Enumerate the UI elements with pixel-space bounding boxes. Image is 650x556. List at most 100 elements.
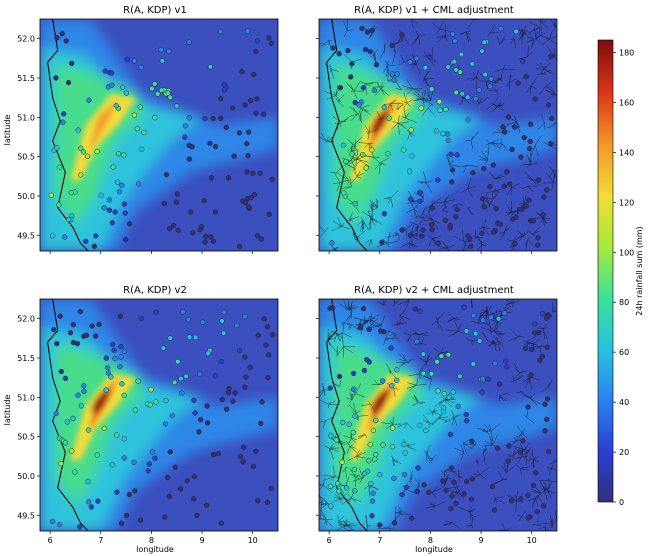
cml-link (543, 141, 557, 149)
colorbar-tick-label: 0 (619, 498, 624, 507)
station-marker (230, 398, 236, 405)
station-marker (106, 197, 113, 203)
y-axis-label: latitude (3, 395, 12, 426)
station-marker (212, 144, 219, 150)
station-marker (389, 425, 396, 431)
station-marker (415, 465, 421, 471)
station-marker (436, 99, 443, 105)
cml-link (349, 106, 358, 122)
station-marker (494, 445, 501, 451)
station-marker (239, 69, 245, 75)
station-marker (468, 496, 475, 502)
station-marker (407, 232, 414, 238)
station-marker (453, 214, 459, 220)
station-marker (534, 508, 540, 515)
colorbar-label: 24h rainfall sum (mm) (635, 226, 644, 315)
station-marker (254, 38, 261, 44)
country-border (47, 299, 89, 531)
y-tick-label: 50.5 (17, 153, 35, 162)
cml-link (381, 417, 402, 430)
station-marker (370, 427, 377, 434)
cml-link (407, 377, 427, 392)
station-marker (152, 455, 158, 461)
cml-link (387, 330, 400, 343)
cml-link (451, 203, 464, 208)
station-marker (544, 416, 550, 423)
station-marker (70, 415, 76, 422)
station-marker (463, 478, 470, 485)
colorbar-tick-label: 40 (619, 398, 629, 407)
station-marker (70, 322, 76, 328)
station-marker (138, 315, 144, 322)
station-marker (61, 111, 67, 117)
cml-link (331, 217, 350, 232)
station-marker (394, 71, 400, 77)
station-marker (445, 352, 452, 358)
station-marker (426, 489, 432, 495)
x-axis-label: longitude (136, 545, 174, 554)
cml-link (428, 455, 437, 464)
station-marker (119, 381, 125, 387)
station-marker (208, 175, 215, 181)
panel-title: R(A, KDP) v2 + CML adjustment (354, 285, 514, 296)
cml-link (519, 25, 527, 40)
station-marker (240, 459, 246, 465)
station-marker (454, 152, 460, 158)
station-marker (221, 330, 227, 336)
station-marker (391, 520, 398, 526)
station-marker (366, 458, 372, 464)
station-marker (480, 376, 486, 382)
cml-link (393, 299, 401, 307)
cml-link (498, 523, 511, 531)
station-marker (527, 138, 533, 145)
station-marker (469, 61, 475, 67)
station-marker (72, 469, 78, 475)
cml-link (343, 19, 354, 38)
station-marker (247, 364, 253, 371)
station-marker (455, 403, 461, 410)
station-marker (234, 322, 240, 329)
station-marker (104, 365, 111, 371)
station-marker (113, 102, 119, 109)
station-marker (394, 367, 400, 373)
station-marker (352, 99, 358, 106)
station-marker (440, 131, 446, 137)
station-marker (237, 453, 244, 460)
cml-link (436, 24, 448, 43)
station-marker (409, 153, 415, 159)
station-marker (498, 26, 504, 32)
station-marker (184, 478, 190, 484)
cml-link (334, 116, 350, 128)
cml-link (442, 520, 461, 529)
station-marker (205, 350, 211, 356)
cml-link (396, 358, 414, 368)
station-marker (468, 243, 474, 249)
cml-link (411, 19, 419, 29)
station-marker (192, 410, 198, 416)
station-marker (251, 191, 258, 198)
station-marker (548, 53, 554, 59)
panel-v2: R(A, KDP) v2 latitude longitude 49.5 50.0… (3, 285, 279, 554)
cml-link (526, 29, 534, 48)
station-marker (513, 28, 519, 35)
cml-link (513, 363, 528, 379)
station-marker (508, 498, 515, 504)
station-marker (126, 491, 133, 498)
station-marker (261, 316, 267, 322)
station-marker (163, 397, 169, 404)
station-marker (196, 429, 202, 435)
station-marker (403, 484, 410, 491)
station-marker (152, 114, 158, 121)
cml-link (324, 443, 340, 460)
station-marker (479, 230, 485, 236)
station-marker (75, 127, 81, 133)
station-marker (182, 123, 188, 129)
station-marker (495, 316, 502, 322)
station-marker (518, 154, 524, 160)
cml-link (345, 157, 356, 174)
cml-link (360, 315, 375, 326)
rain-core-max (91, 389, 110, 414)
station-marker (429, 227, 435, 233)
station-marker (166, 48, 172, 54)
